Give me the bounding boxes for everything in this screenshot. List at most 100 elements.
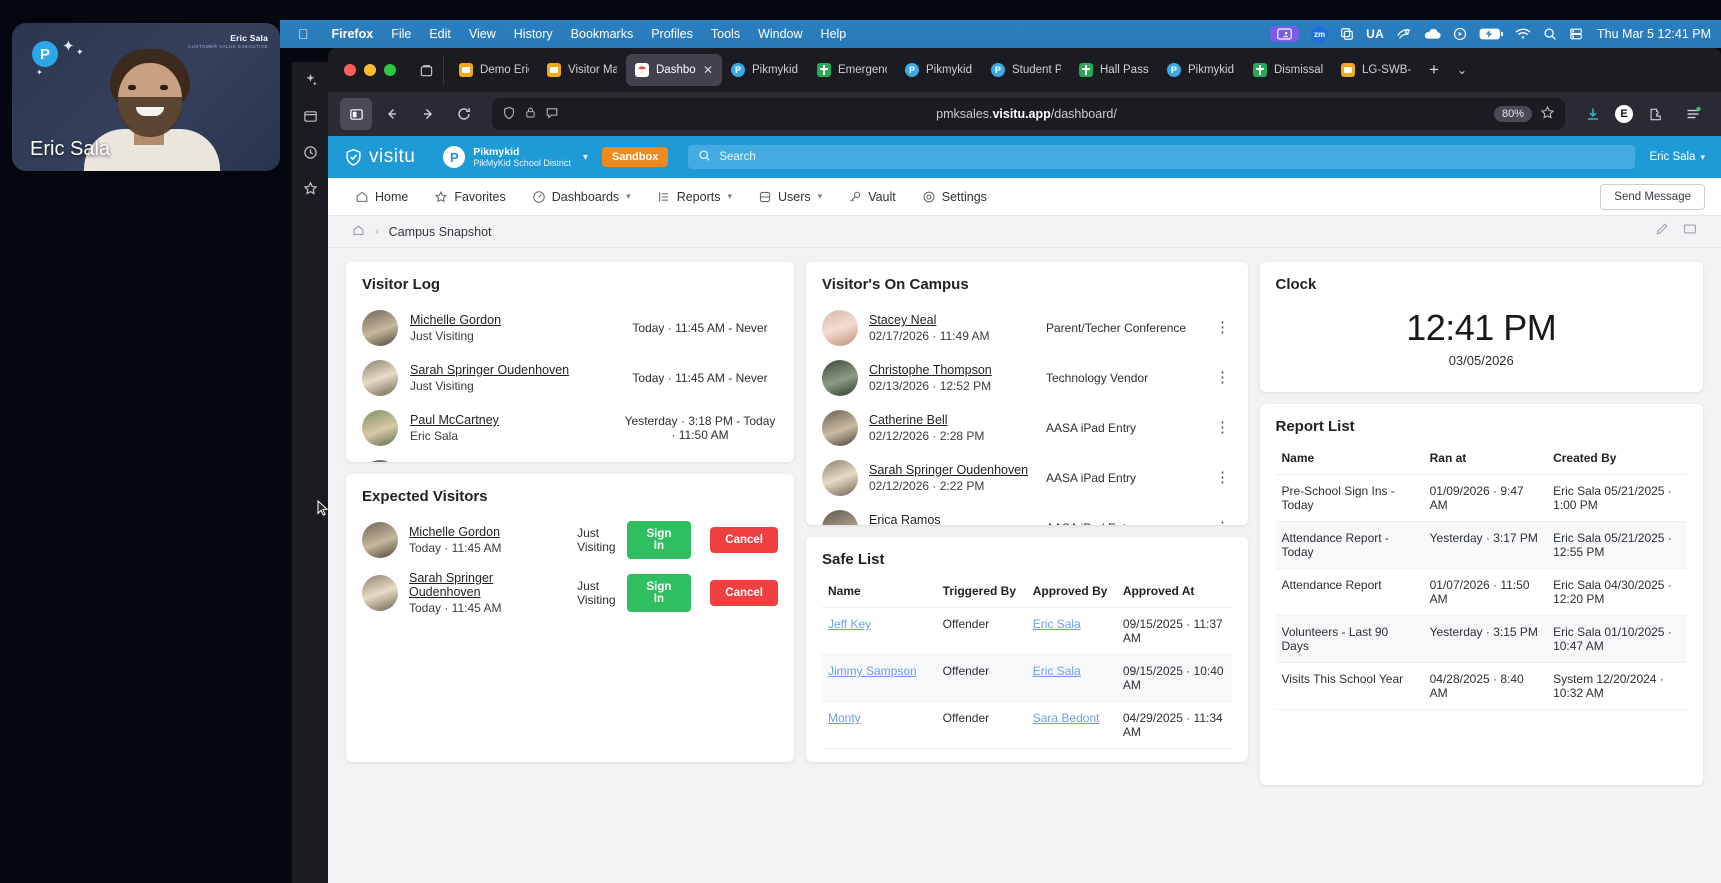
tab-list[interactable]: Demo Eric 2 Visitor Mana ☂ Dashboar ✕ P Pik… bbox=[450, 54, 1721, 86]
extensions-icon[interactable] bbox=[1639, 98, 1671, 130]
table-row[interactable]: Volunteers - Last 90 Days Yesterday · 3:… bbox=[1275, 615, 1687, 663]
nav-item-reports[interactable]: Reports ▾ bbox=[646, 182, 743, 212]
battery-icon[interactable] bbox=[1479, 28, 1504, 40]
kebab-menu-icon[interactable]: ⋮ bbox=[1215, 368, 1230, 386]
record-icon[interactable] bbox=[1453, 27, 1467, 41]
menu-tools[interactable]: Tools bbox=[700, 27, 740, 41]
tab-emergency[interactable]: Emergency / bbox=[808, 54, 896, 86]
menu-history[interactable]: History bbox=[503, 27, 553, 41]
tab-visitor-management[interactable]: Visitor Mana bbox=[538, 54, 626, 86]
cancel-button[interactable]: Cancel bbox=[710, 527, 778, 553]
sidebar-favorites-icon[interactable] bbox=[292, 170, 328, 206]
cloud-icon[interactable] bbox=[1424, 28, 1441, 40]
visitor-name-link[interactable]: Christophe Thompson bbox=[869, 363, 992, 377]
screen-share-icon[interactable] bbox=[1270, 26, 1300, 42]
tab-pikmykid-2[interactable]: P Pikmykid bbox=[896, 54, 982, 86]
back-button[interactable] bbox=[376, 98, 408, 130]
menu-bookmarks[interactable]: Bookmarks bbox=[560, 27, 634, 41]
visitor-log-row[interactable]: Catherine Bell Just Visiting Yesterday ·… bbox=[362, 453, 778, 462]
sign-in-button[interactable]: Sign In bbox=[626, 574, 692, 612]
tab-lg-swb-20[interactable]: LG-SWB-20 bbox=[1332, 54, 1420, 86]
firefox-view-icon[interactable] bbox=[410, 55, 444, 85]
sidebar-sparkle-icon[interactable] bbox=[292, 62, 328, 98]
table-row[interactable]: Pre-School Sign Ins - Today 01/09/2026 ·… bbox=[1275, 474, 1687, 522]
table-row[interactable]: Monty Offender Sara Bedont 04/29/2025 · … bbox=[822, 701, 1232, 749]
browser-toolbar-actions[interactable]: E bbox=[1577, 98, 1709, 130]
nav-item-settings[interactable]: Settings bbox=[911, 182, 998, 212]
visitor-name-link[interactable]: Catherine Bell bbox=[869, 413, 948, 427]
nav-item-home[interactable]: Home bbox=[344, 182, 419, 212]
tab-pikmykid-3[interactable]: P Pikmykid bbox=[1158, 54, 1244, 86]
zoom-level-indicator[interactable]: 80% bbox=[1493, 106, 1532, 122]
toggle-sidebar-button[interactable] bbox=[340, 98, 372, 130]
breadcrumb-home-icon[interactable] bbox=[352, 224, 365, 240]
safe-list-name-link[interactable]: Jimmy Sampson bbox=[828, 664, 917, 678]
sign-in-button[interactable]: Sign In bbox=[626, 521, 692, 559]
zoom-icon[interactable]: zm bbox=[1311, 25, 1329, 43]
kebab-menu-icon[interactable]: ⋮ bbox=[1215, 418, 1230, 436]
menu-firefox[interactable]: Firefox bbox=[321, 27, 374, 41]
visitor-log-row[interactable]: Sarah Springer Oudenhoven Just Visiting … bbox=[362, 353, 778, 403]
visitor-name-link[interactable]: Stacey Neal bbox=[869, 313, 937, 327]
reload-button[interactable] bbox=[448, 98, 480, 130]
tab-dismissal[interactable]: Dismissal An bbox=[1244, 54, 1332, 86]
apple-logo-icon[interactable]:  bbox=[298, 26, 309, 42]
macos-menu-bar[interactable]:  Firefox File Edit View History Bookmar… bbox=[280, 20, 1721, 48]
downloads-icon[interactable] bbox=[1577, 98, 1609, 130]
menu-file[interactable]: File bbox=[380, 27, 411, 41]
visitor-name-link[interactable]: Michelle Gordon bbox=[410, 313, 502, 327]
menu-help[interactable]: Help bbox=[810, 27, 847, 41]
tab-dashboard[interactable]: ☂ Dashboar ✕ bbox=[626, 54, 722, 86]
tab-hall-pass[interactable]: Hall Pass Re bbox=[1070, 54, 1158, 86]
approved-by-link[interactable]: Eric Sala bbox=[1032, 617, 1081, 631]
table-row[interactable]: Jimmy Sampson Offender Eric Sala 09/15/2… bbox=[822, 654, 1232, 702]
visitor-name-link[interactable]: Erica Ramos bbox=[869, 513, 941, 525]
video-call-tile[interactable]: P ✦ ✦ ✦ Eric Sala CUSTOMER VALUE EXECUTI… bbox=[12, 23, 280, 171]
visitor-name-link[interactable]: Sarah Springer Oudenhoven bbox=[409, 571, 494, 599]
address-bar[interactable]: pmksales.visitu.app/dashboard/ 80% bbox=[492, 98, 1565, 130]
table-row[interactable]: Visits This School Year 04/28/2025 · 8:4… bbox=[1275, 662, 1687, 710]
org-switcher[interactable]: P Pikmykid PikMyKid School District ▾ bbox=[443, 146, 588, 168]
visitor-name-link[interactable]: Paul McCartney bbox=[410, 413, 499, 427]
visitor-name-link[interactable]: Sarah Springer Oudenhoven bbox=[410, 363, 570, 377]
control-icon[interactable] bbox=[1396, 27, 1412, 41]
menu-edit[interactable]: Edit bbox=[418, 27, 451, 41]
menu-bar-tray[interactable]: zm UA bbox=[1270, 25, 1711, 43]
window-traffic-lights[interactable] bbox=[336, 64, 410, 76]
visitor-name-link[interactable]: Sarah Springer Oudenhoven bbox=[869, 463, 1029, 477]
table-row[interactable]: Attendance Report - Today Yesterday · 3:… bbox=[1275, 521, 1687, 569]
new-tab-button[interactable]: + bbox=[1429, 60, 1439, 79]
send-message-button[interactable]: Send Message bbox=[1600, 183, 1705, 210]
visitor-log-row[interactable]: Michelle Gordon Just Visiting Today · 11… bbox=[362, 303, 778, 353]
menu-profiles[interactable]: Profiles bbox=[640, 27, 693, 41]
sidebar-bookmarks-icon[interactable] bbox=[292, 98, 328, 134]
menu-view[interactable]: View bbox=[458, 27, 496, 41]
permissions-icon[interactable] bbox=[545, 106, 559, 123]
search-bar[interactable]: Search bbox=[688, 145, 1636, 169]
nav-item-users[interactable]: Users ▾ bbox=[747, 182, 833, 212]
ua-icon[interactable]: UA bbox=[1366, 27, 1385, 41]
tab-student-portal[interactable]: P Student Port bbox=[982, 54, 1070, 86]
visitu-logo[interactable]: visitu bbox=[344, 146, 415, 168]
zoom-window-button[interactable] bbox=[384, 64, 396, 76]
app-menu-icon[interactable] bbox=[1677, 98, 1709, 130]
safe-list-name-link[interactable]: Jeff Key bbox=[828, 617, 872, 631]
tab-demo-eric-2[interactable]: Demo Eric 2 bbox=[450, 54, 538, 86]
stack-icon[interactable] bbox=[1340, 27, 1354, 41]
visitor-log-row[interactable]: Paul McCartney Eric Sala Yesterday · 3:1… bbox=[362, 403, 778, 453]
safe-list-name-link[interactable]: Monty bbox=[828, 711, 861, 725]
chevron-down-icon[interactable]: ⌄ bbox=[1456, 63, 1468, 77]
kebab-menu-icon[interactable]: ⋮ bbox=[1214, 520, 1232, 525]
kebab-menu-icon[interactable]: ⋮ bbox=[1215, 318, 1230, 336]
sidebar-history-icon[interactable] bbox=[292, 134, 328, 170]
fullscreen-icon[interactable] bbox=[1683, 222, 1697, 241]
edit-icon[interactable] bbox=[1655, 222, 1669, 241]
lock-icon[interactable] bbox=[524, 106, 537, 122]
approved-by-link[interactable]: Eric Sala bbox=[1032, 664, 1081, 678]
approved-by-link[interactable]: Sara Bedont bbox=[1032, 711, 1100, 725]
wifi-icon[interactable] bbox=[1515, 28, 1531, 40]
server-icon[interactable] bbox=[1569, 27, 1583, 41]
search-icon[interactable] bbox=[1543, 27, 1557, 41]
nav-item-vault[interactable]: Vault bbox=[837, 182, 907, 212]
close-tab-icon[interactable]: ✕ bbox=[702, 63, 713, 77]
